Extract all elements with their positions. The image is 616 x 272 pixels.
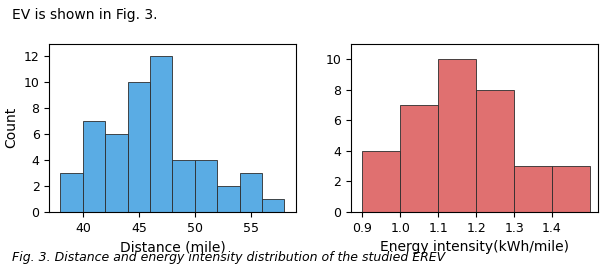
Bar <box>262 199 285 212</box>
Bar <box>240 173 262 212</box>
Bar <box>439 59 476 212</box>
Bar <box>476 89 514 212</box>
Bar <box>105 134 128 212</box>
Bar <box>552 166 590 212</box>
Bar <box>150 57 172 212</box>
Y-axis label: Count: Count <box>4 107 18 149</box>
Text: Fig. 3. Distance and energy intensity distribution of the studied EREV: Fig. 3. Distance and energy intensity di… <box>12 251 445 264</box>
Bar <box>195 160 217 212</box>
Bar <box>83 121 105 212</box>
Bar <box>172 160 195 212</box>
Text: EV is shown in Fig. 3.: EV is shown in Fig. 3. <box>12 8 158 22</box>
Bar <box>128 82 150 212</box>
Bar <box>362 151 400 212</box>
Bar <box>60 173 83 212</box>
Bar <box>514 166 552 212</box>
X-axis label: Energy intensity(kWh/mile): Energy intensity(kWh/mile) <box>380 240 569 254</box>
Bar <box>400 105 439 212</box>
X-axis label: Distance (mile): Distance (mile) <box>120 240 225 254</box>
Bar <box>217 186 240 212</box>
